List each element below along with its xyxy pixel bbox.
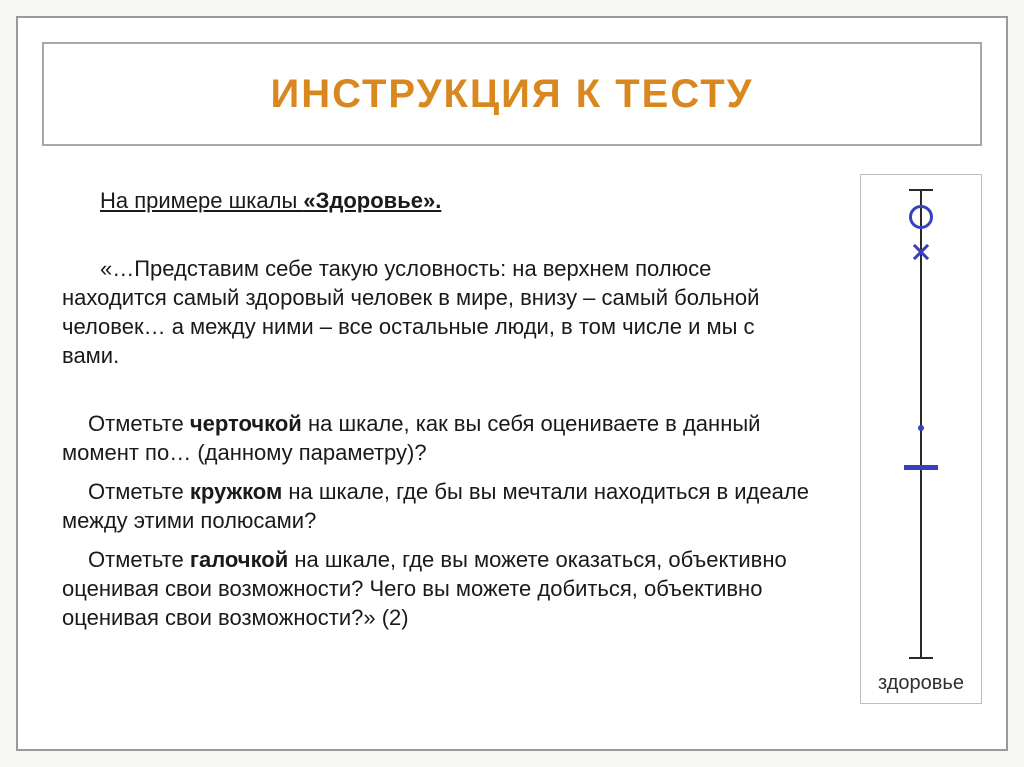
p3-b: кружком: [190, 479, 282, 504]
scale-inner: здоровье: [861, 175, 981, 703]
p2-b: черточкой: [190, 411, 302, 436]
slide: ИНСТРУКЦИЯ К ТЕСТУ На примере шкалы «Здо…: [0, 0, 1024, 767]
paragraph-2: Отметьте черточкой на шкале, как вы себя…: [62, 409, 812, 467]
intro-line: На примере шкалы «Здоровье».: [62, 186, 812, 215]
tick-top: [909, 189, 933, 191]
scale-figure: здоровье: [860, 174, 982, 704]
body-text: На примере шкалы «Здоровье». «…Представи…: [62, 186, 812, 642]
tick-bottom: [909, 657, 933, 659]
intro-bold: «Здоровье».: [303, 188, 441, 213]
paragraph-3: Отметьте кружком на шкале, где бы вы меч…: [62, 477, 812, 535]
paragraph-1: «…Представим себе такую условность: на в…: [62, 254, 812, 370]
title-text: ИНСТРУКЦИЯ К ТЕСТУ: [270, 72, 753, 117]
scale-label: здоровье: [861, 672, 981, 695]
p4-a: Отметьте: [88, 547, 190, 572]
p4-b: галочкой: [190, 547, 288, 572]
intro-prefix: На примере шкалы: [100, 188, 303, 213]
dot-mark-icon: [918, 425, 924, 431]
p3-a: Отметьте: [88, 479, 190, 504]
title-box: ИНСТРУКЦИЯ К ТЕСТУ: [42, 42, 982, 146]
p2-a: Отметьте: [88, 411, 190, 436]
paragraph-4: Отметьте галочкой на шкале, где вы может…: [62, 545, 812, 632]
x-mark-icon: [912, 243, 930, 261]
circle-mark-icon: [909, 205, 933, 229]
dash-mark-icon: [904, 465, 938, 470]
